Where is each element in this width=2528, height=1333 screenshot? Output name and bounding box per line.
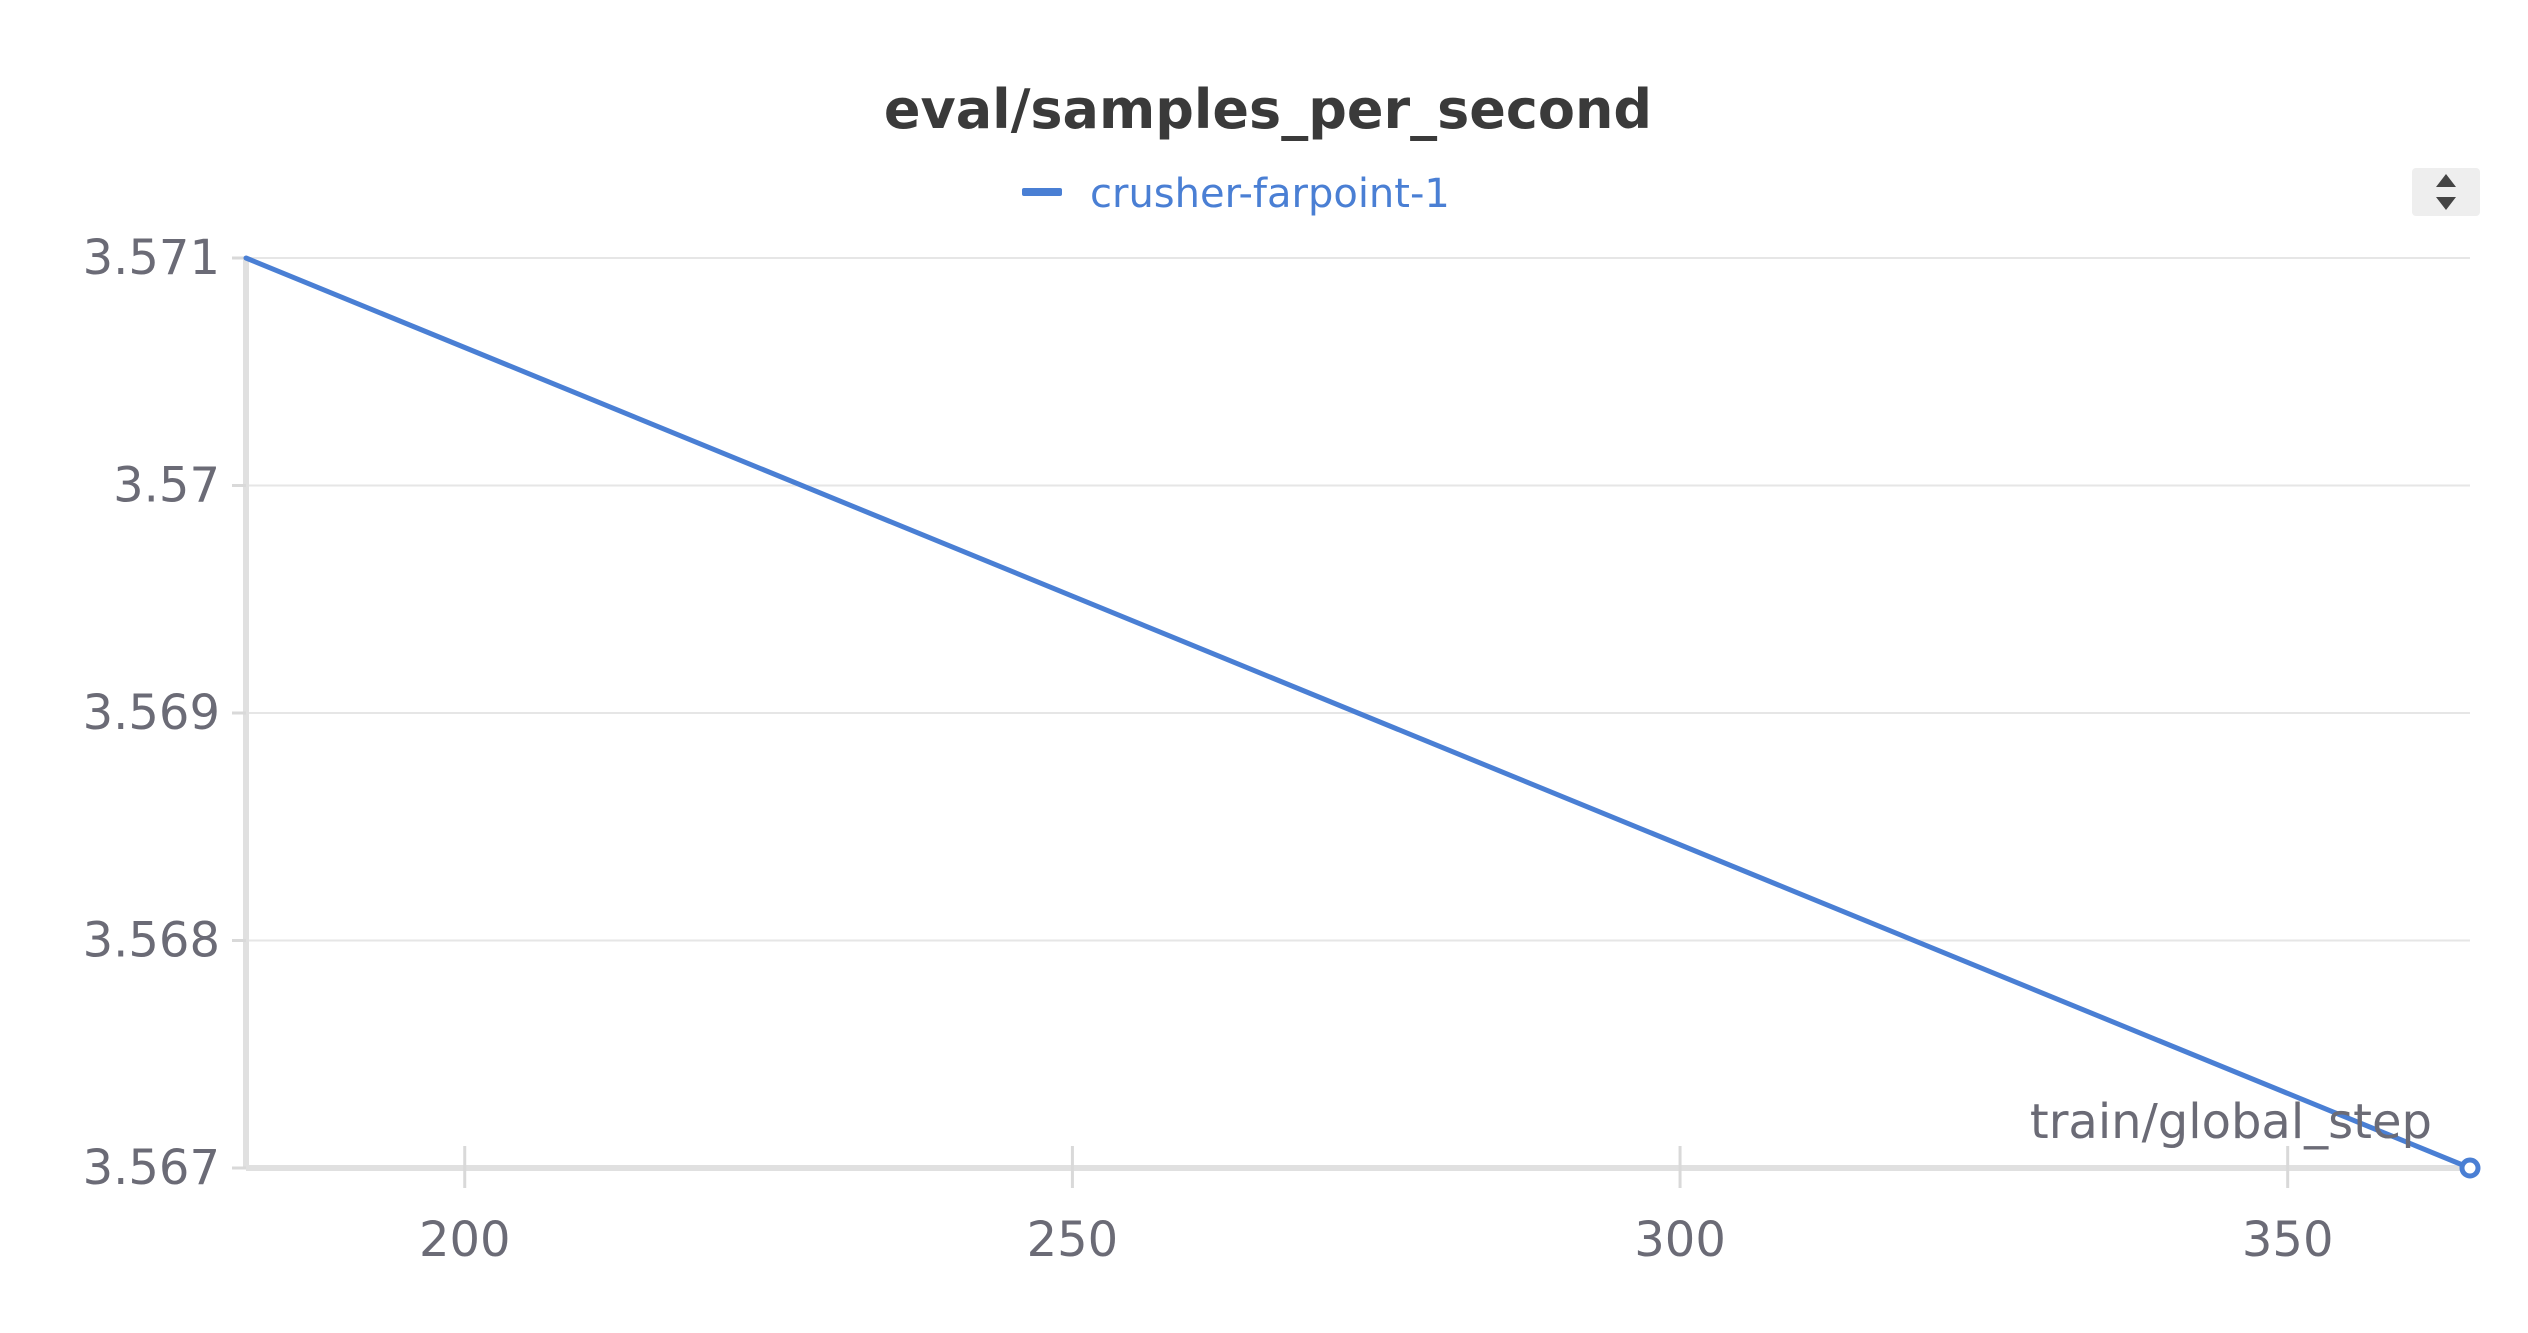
legend[interactable]: crusher-farpoint-1: [1022, 171, 1450, 217]
x-axis-title: train/global_step: [2030, 1094, 2432, 1150]
series-line-1[interactable]: [243, 255, 2473, 1171]
legend-scroll-button[interactable]: [2412, 168, 2480, 216]
legend-label-series-1[interactable]: crusher-farpoint-1: [1090, 171, 1450, 217]
y-tick-label: 3.569: [83, 685, 220, 741]
y-tick-label: 3.568: [83, 913, 220, 969]
up-down-arrows-icon: [2436, 174, 2456, 210]
x-axis-ticks: 200 250 300 350: [419, 1146, 2334, 1268]
x-tick-label: 350: [2242, 1212, 2334, 1268]
series-end-point[interactable]: [2459, 1157, 2481, 1179]
legend-swatch: [1022, 188, 1062, 196]
x-tick-label: 200: [419, 1212, 511, 1268]
x-tick-label: 300: [1634, 1212, 1726, 1268]
y-tick-label: 3.567: [83, 1140, 220, 1196]
chart-title: eval/samples_per_second: [884, 78, 1652, 141]
y-tick-label: 3.571: [83, 230, 220, 286]
series-lines: [243, 255, 2481, 1179]
y-axis-ticks: 3.571 3.57 3.569 3.568 3.567: [83, 230, 246, 1196]
y-tick-label: 3.57: [113, 458, 220, 514]
grid-lines: [246, 257, 2470, 942]
x-tick-label: 250: [1027, 1212, 1119, 1268]
